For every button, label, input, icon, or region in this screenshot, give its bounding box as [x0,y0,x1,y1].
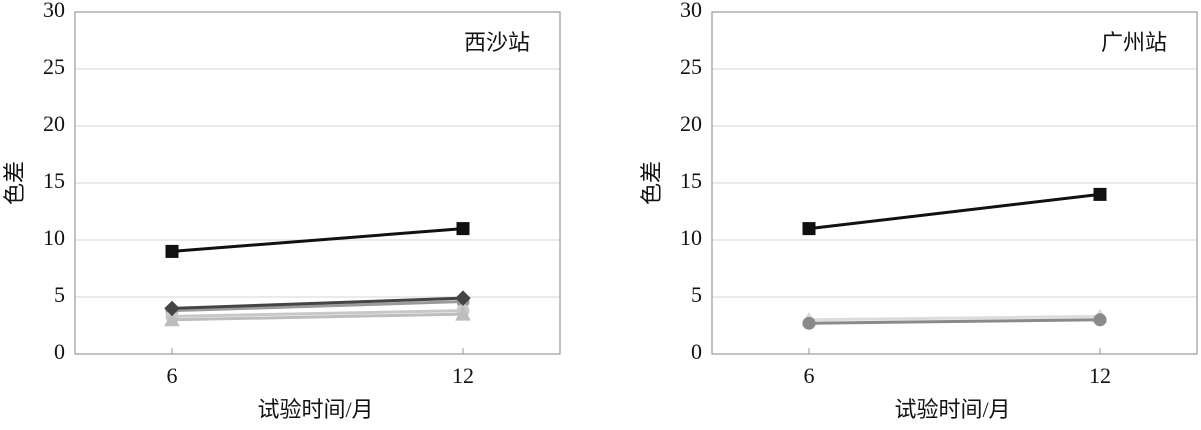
x-tick-label: 12 [452,363,474,388]
x-axis-label: 试验时间/月 [257,397,373,422]
plot-frame [74,11,561,355]
y-tick-label: 10 [43,225,65,250]
y-tick-label: 0 [691,339,702,364]
y-tick-label: 25 [43,54,65,79]
x-tick-label: 6 [167,363,178,388]
y-tick-label: 20 [43,111,65,136]
y-tick-label: 30 [43,0,65,22]
y-tick-label: 20 [680,111,702,136]
marker [802,222,816,236]
series-line [171,227,464,253]
marker [455,290,471,306]
y-axis-label: 色差 [639,161,664,205]
annotation: 西沙站 [464,30,530,55]
y-tick-label: 15 [680,168,702,193]
plot-frame [711,11,1198,355]
series-line [808,314,1101,322]
y-tick-label: 25 [680,54,702,79]
series-line [171,300,464,313]
marker [165,244,179,258]
series-line [808,318,1101,325]
series-line [808,192,1101,231]
y-tick-label: 30 [680,0,702,22]
series-line [171,309,464,318]
annotation: 广州站 [1101,30,1167,55]
y-tick-label: 10 [680,225,702,250]
marker [456,222,470,236]
marker [164,311,180,327]
x-tick-label: 6 [804,363,815,388]
y-tick-label: 5 [54,282,65,307]
marker [455,306,471,321]
marker [164,300,180,317]
marker [1093,313,1107,327]
y-tick-label: 5 [691,282,702,307]
x-tick-label: 12 [1089,363,1111,388]
series-line [171,296,464,310]
marker [802,316,816,330]
x-axis-label: 试验时间/月 [894,397,1010,422]
y-tick-label: 15 [43,168,65,193]
y-axis-label: 色差 [2,161,27,205]
y-tick-label: 0 [54,339,65,364]
marker [1093,187,1107,201]
series-line [171,312,464,322]
